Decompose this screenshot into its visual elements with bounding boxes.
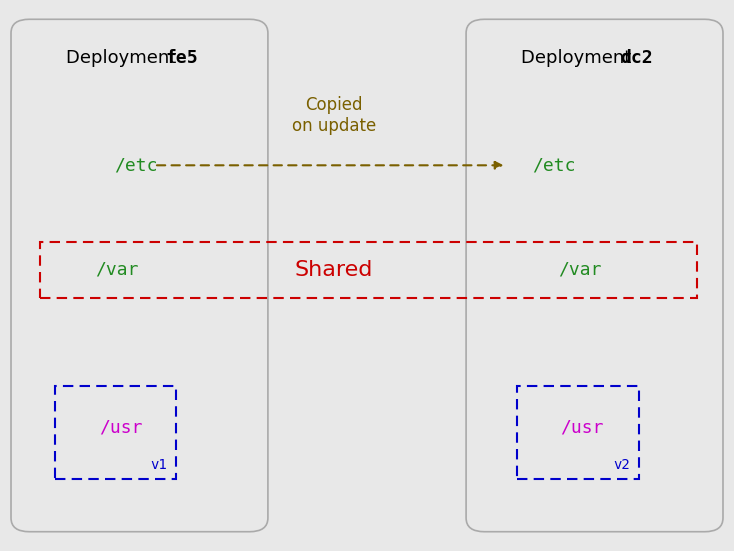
Text: Shared: Shared bbox=[295, 260, 373, 280]
Text: v1: v1 bbox=[150, 458, 167, 472]
Text: /etc: /etc bbox=[114, 156, 157, 174]
Text: dc2: dc2 bbox=[620, 49, 653, 67]
Text: Copied
on update: Copied on update bbox=[292, 96, 376, 135]
Text: /etc: /etc bbox=[532, 156, 575, 174]
Text: /var: /var bbox=[558, 261, 601, 279]
Text: /usr: /usr bbox=[99, 418, 142, 436]
Text: fe5: fe5 bbox=[165, 49, 197, 67]
FancyBboxPatch shape bbox=[11, 19, 268, 532]
Text: Deployment: Deployment bbox=[521, 49, 637, 67]
Text: /var: /var bbox=[95, 261, 139, 279]
Text: v2: v2 bbox=[613, 458, 630, 472]
Text: /usr: /usr bbox=[560, 418, 603, 436]
FancyBboxPatch shape bbox=[466, 19, 723, 532]
Text: Deployment: Deployment bbox=[66, 49, 182, 67]
